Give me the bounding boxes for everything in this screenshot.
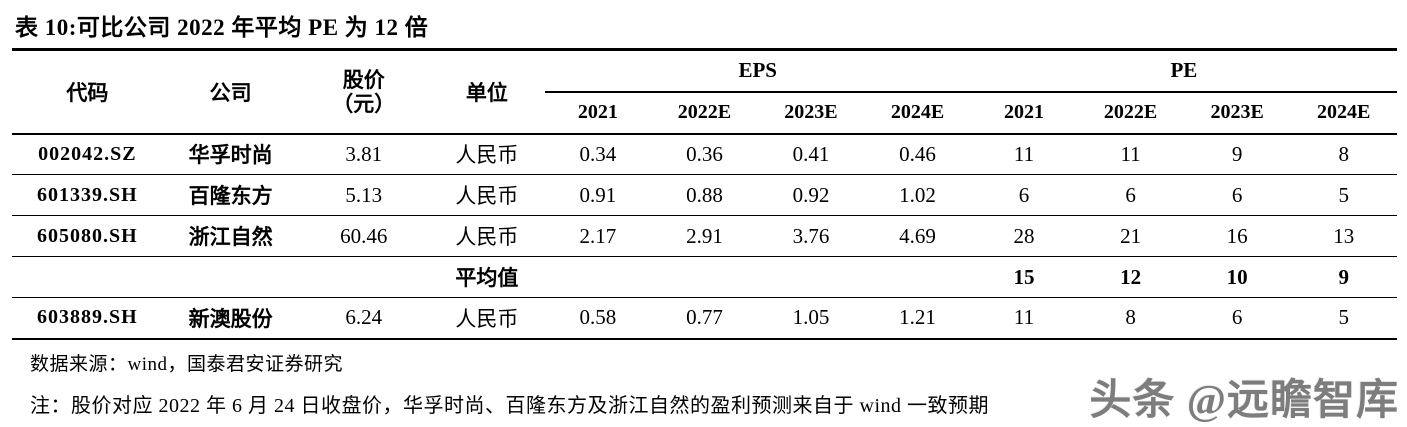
- cell-pe-2023e: 9: [1231, 141, 1243, 166]
- watermark-toutiao-yuanzhan: 头条 @远瞻智库: [1089, 378, 1399, 424]
- cell-company: [163, 257, 299, 298]
- cell-eps-2021: 2.17: [579, 223, 617, 248]
- cell-price: 3.81: [345, 141, 383, 166]
- cell-average-label: 平均值: [455, 266, 519, 290]
- cell-price: [298, 257, 429, 298]
- cell-eps-2023e: 3.76: [792, 223, 830, 248]
- header-price-line2: （元）: [332, 91, 396, 116]
- table-header: 代码 公司 股价 （元） 单位 EPS PE 2021 2022E 2023E …: [12, 49, 1397, 134]
- cell-company: 百隆东方: [188, 184, 273, 208]
- cell-pe-2022e: 12: [1120, 264, 1142, 289]
- cell-code: 601339.SH: [37, 183, 138, 206]
- cell-pe-2021: 15: [1013, 264, 1035, 289]
- cell-pe-2024e: 13: [1333, 223, 1355, 248]
- cell-price: 5.13: [345, 182, 383, 207]
- cell-eps-2021: 0.91: [579, 182, 617, 207]
- cell-pe-2022e: 11: [1120, 141, 1141, 166]
- cell-pe-2024e: 5: [1338, 182, 1349, 207]
- header-eps-2021: 2021: [577, 101, 618, 123]
- cell-price: 6.24: [345, 305, 383, 330]
- cell-eps-2024e: 0.46: [899, 141, 936, 166]
- header-unit: 单位: [465, 80, 508, 105]
- cell-eps-2024e: [864, 257, 971, 298]
- data-source-note: 数据来源：wind，国泰君安证券研究: [30, 353, 344, 375]
- header-pe-2024e: 2024E: [1317, 101, 1371, 123]
- header-code: 代码: [66, 80, 109, 105]
- header-pe-2022e: 2022E: [1103, 101, 1158, 123]
- cell-code: 002042.SZ: [38, 142, 137, 165]
- cell-eps-2022e: [651, 257, 758, 298]
- cell-pe-2023e: 6: [1231, 182, 1243, 207]
- table-row-zhejiang: 605080.SH 浙江自然 60.46 人民币 2.17 2.91 3.76 …: [12, 215, 1397, 257]
- cell-pe-2023e: 16: [1226, 223, 1248, 248]
- header-eps-2022e: 2022E: [677, 101, 732, 123]
- cell-pe-2022e: 21: [1120, 223, 1142, 248]
- cell-pe-2023e: 6: [1231, 305, 1243, 330]
- cell-code: 605080.SH: [37, 224, 138, 247]
- cell-company: 新澳股份: [188, 306, 273, 331]
- cell-pe-2023e: 10: [1226, 264, 1248, 289]
- cell-eps-2022e: 0.77: [686, 305, 723, 330]
- cell-price: 60.46: [340, 223, 388, 248]
- cell-eps-2021: 0.34: [579, 141, 617, 166]
- cell-pe-2022e: 6: [1125, 182, 1136, 207]
- cell-eps-2021: 0.58: [579, 305, 617, 330]
- header-eps-2023e: 2023E: [784, 101, 838, 123]
- cell-eps-2023e: 0.92: [792, 182, 830, 207]
- header-eps-group: EPS: [544, 49, 971, 93]
- footnote: 注：股价对应 2022 年 6 月 24 日收盘价，华孚时尚、百隆东方及浙江自然…: [30, 394, 989, 417]
- cell-pe-2021: 11: [1013, 141, 1035, 166]
- header-pe-group: PE: [970, 49, 1397, 93]
- cell-company: 浙江自然: [188, 225, 273, 249]
- header-price: 股价 （元）: [298, 50, 429, 134]
- cell-pe-2024e: 8: [1338, 141, 1349, 166]
- cell-eps-2024e: 1.02: [899, 182, 936, 207]
- cell-unit: 人民币: [455, 306, 519, 331]
- cell-pe-2024e: 9: [1338, 264, 1349, 289]
- cell-eps-2024e: 1.21: [899, 305, 936, 330]
- cell-code: 603889.SH: [37, 306, 138, 329]
- cell-code: [12, 257, 163, 298]
- table-title: 表 10:可比公司 2022 年平均 PE 为 12 倍: [15, 15, 429, 40]
- cell-pe-2021: 6: [1018, 182, 1030, 207]
- cell-pe-2021: 11: [1013, 305, 1035, 330]
- header-pe-2023e: 2023E: [1210, 101, 1264, 123]
- table-row-xinao: 603889.SH 新澳股份 6.24 人民币 0.58 0.77 1.05 1…: [12, 297, 1397, 339]
- cell-pe-2022e: 8: [1125, 305, 1136, 330]
- header-price-line1: 股价: [342, 67, 385, 92]
- cell-eps-2023e: 0.41: [792, 141, 830, 166]
- cell-unit: 人民币: [455, 184, 519, 208]
- table-row-average: 平均值 15 12 10 9: [12, 256, 1397, 298]
- cell-eps-2022e: 0.88: [686, 182, 723, 207]
- cell-pe-2021: 28: [1013, 223, 1035, 248]
- cell-eps-2022e: 2.91: [686, 223, 723, 248]
- cell-eps-2023e: [758, 257, 865, 298]
- header-pe-2021: 2021: [1004, 101, 1045, 123]
- cell-eps-2021: [545, 257, 652, 298]
- table-row-huafu: 002042.SZ 华孚时尚 3.81 人民币 0.34 0.36 0.41 0…: [12, 134, 1397, 175]
- cell-unit: 人民币: [455, 225, 519, 249]
- cell-eps-2022e: 0.36: [686, 141, 723, 166]
- cell-eps-2024e: 4.69: [899, 223, 936, 248]
- cell-unit: 人民币: [455, 143, 519, 168]
- header-eps-2024e: 2024E: [890, 101, 945, 123]
- header-company: 公司: [209, 80, 252, 105]
- table-row-bailong: 601339.SH 百隆东方 5.13 人民币 0.91 0.88 0.92 1…: [12, 174, 1397, 216]
- cell-company: 华孚时尚: [188, 143, 273, 168]
- cell-eps-2023e: 1.05: [792, 305, 830, 330]
- comparable-companies-table: 代码 公司 股价 （元） 单位 EPS PE 2021 2022E 2023E …: [12, 48, 1397, 340]
- cell-pe-2024e: 5: [1338, 305, 1349, 330]
